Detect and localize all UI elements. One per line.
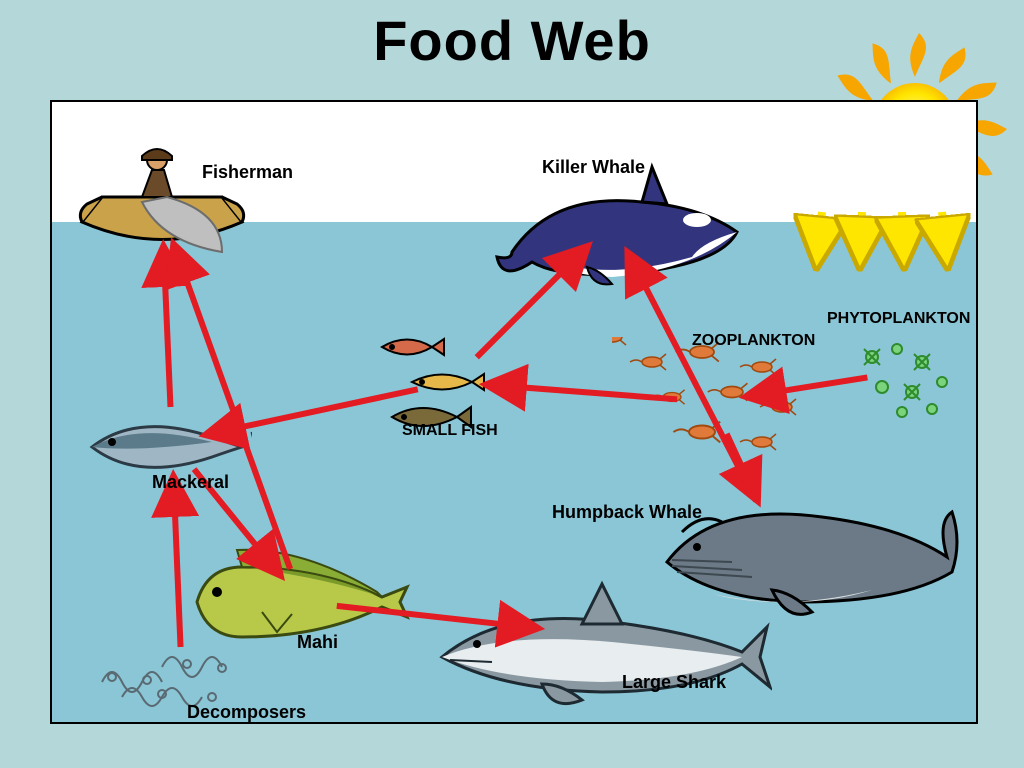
label-fisherman: Fisherman <box>202 162 293 183</box>
slide: Food Web <box>0 0 1024 768</box>
large-shark-icon <box>432 572 772 722</box>
zooplankton-icon <box>612 337 812 467</box>
label-zooplankton: ZOOPLANKTON <box>692 332 815 350</box>
label-decomposers: Decomposers <box>187 702 306 723</box>
sun-rays-icon <box>792 207 972 297</box>
small-fish-icon <box>372 327 532 437</box>
label-mahi: Mahi <box>297 632 338 653</box>
label-small_fish: SMALL FISH <box>402 422 498 440</box>
phytoplankton-icon <box>852 337 962 427</box>
label-large_shark: Large Shark <box>622 672 726 693</box>
diagram-frame: Fisherman Killer Whale PHYTOPLANKTON ZOOPLA… <box>50 100 978 724</box>
label-humpback: Humpback Whale <box>552 502 702 523</box>
fisherman-icon <box>72 142 252 262</box>
label-mackeral: Mackeral <box>152 472 229 493</box>
label-killer_whale: Killer Whale <box>542 157 645 178</box>
killer-whale-icon <box>492 162 752 302</box>
label-phytoplankton: PHYTOPLANKTON <box>827 310 970 328</box>
